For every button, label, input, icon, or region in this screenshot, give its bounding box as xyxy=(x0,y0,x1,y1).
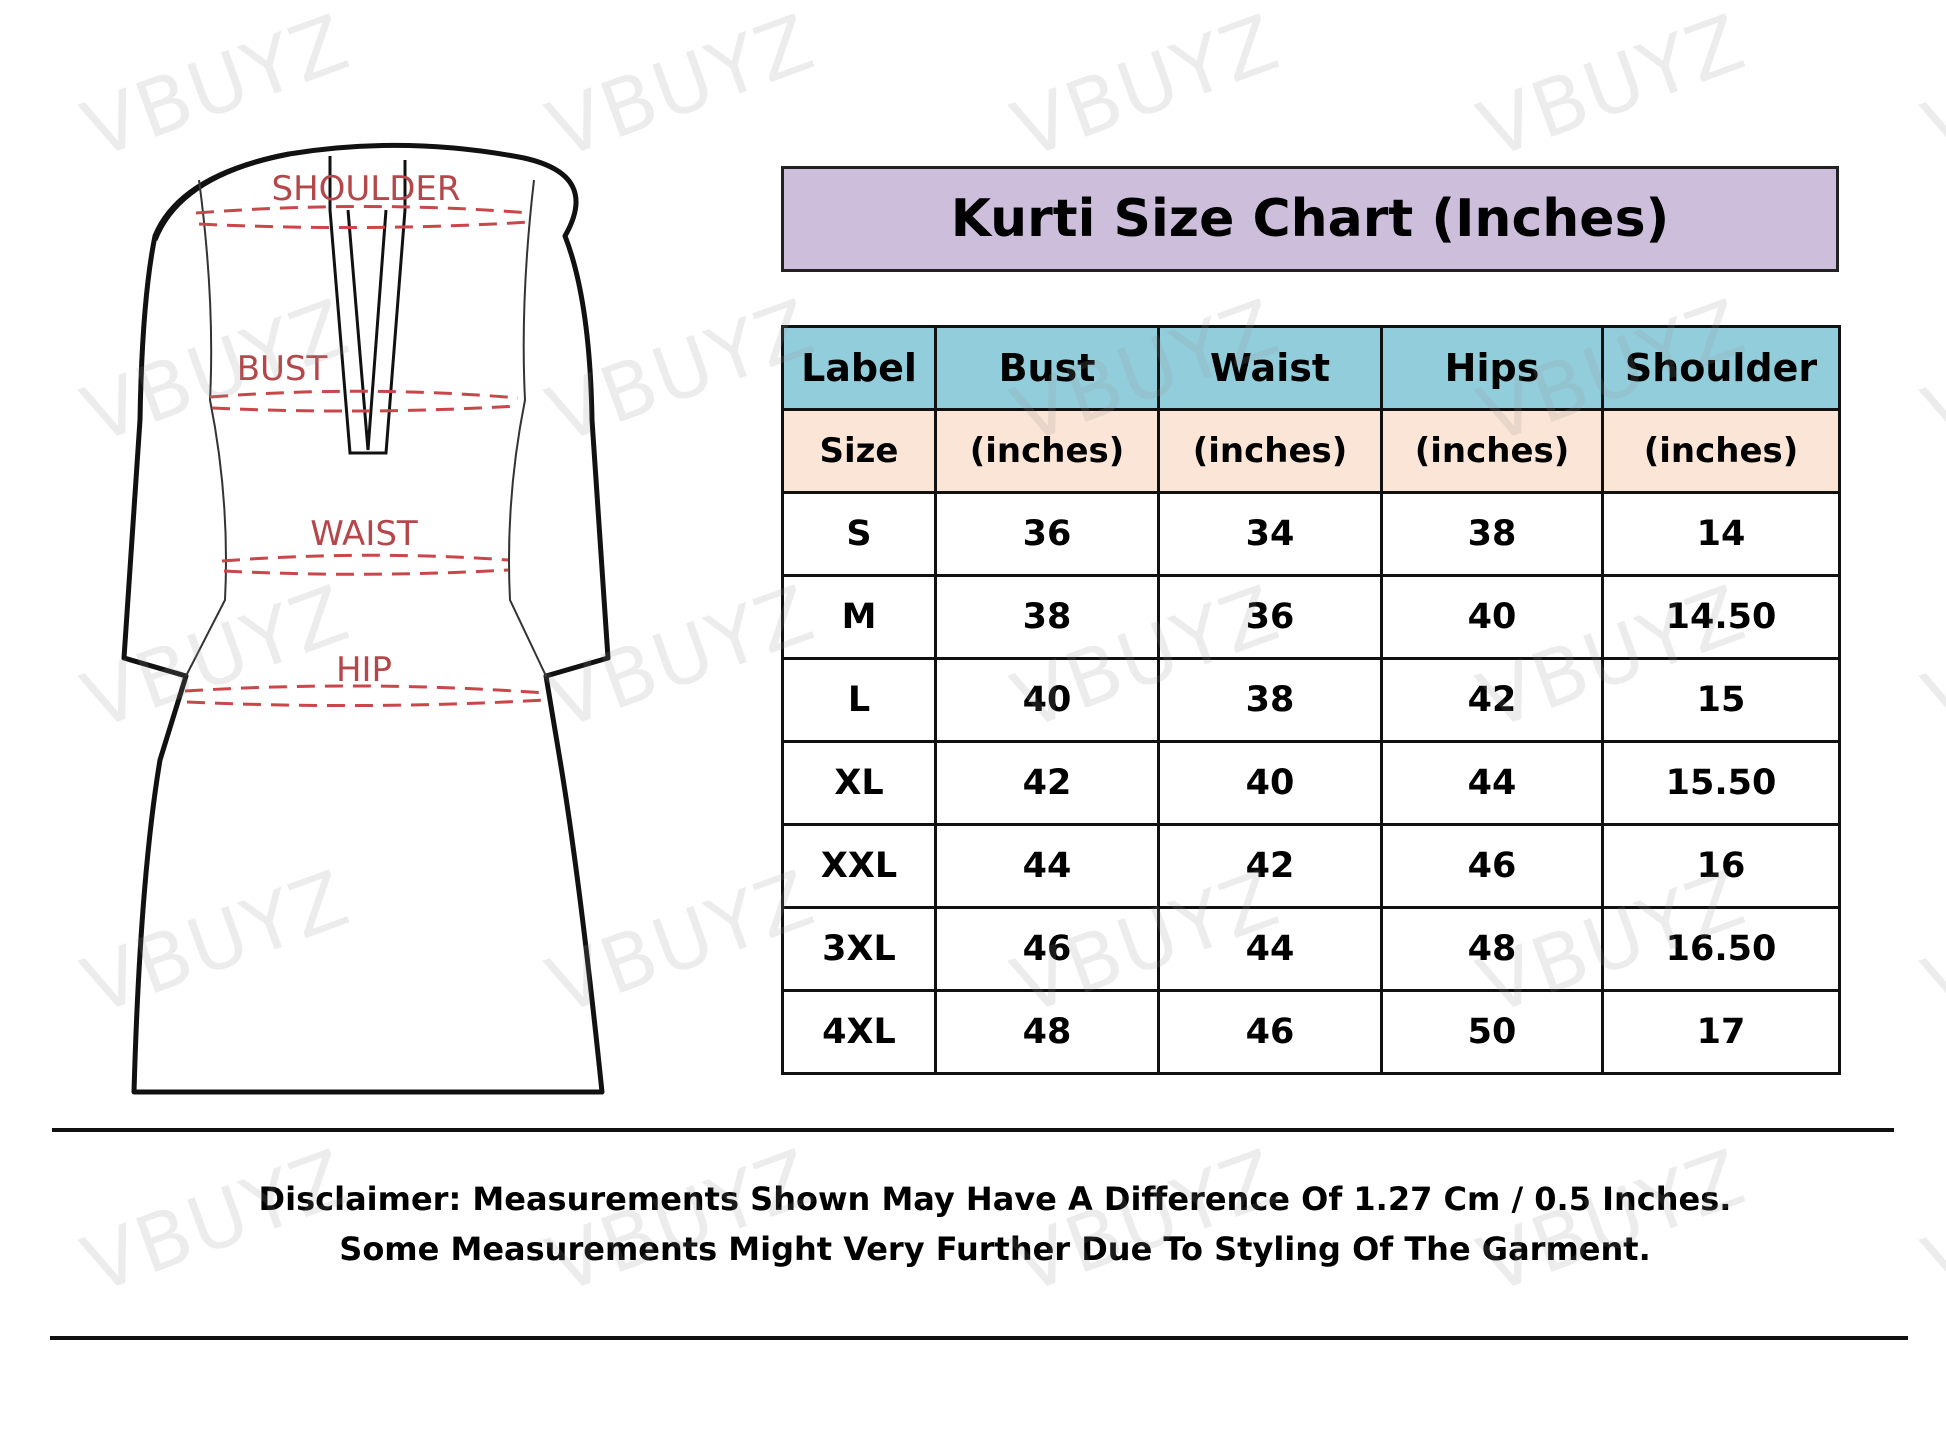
header-hips: Hips xyxy=(1380,325,1604,411)
measurement-cell: 46 xyxy=(1157,989,1383,1075)
measurement-cell: 14 xyxy=(1601,491,1841,577)
measurement-cell: 42 xyxy=(1380,657,1604,743)
table-row: XL 42 40 44 15.50 xyxy=(781,740,1841,826)
measurement-cell: 15 xyxy=(1601,657,1841,743)
table-row: S 36 34 38 14 xyxy=(781,491,1841,577)
header-label: Label xyxy=(781,325,937,411)
measurement-cell: 36 xyxy=(1157,574,1383,660)
subheader-unit: (inches) xyxy=(1157,408,1383,494)
measurement-cell: 16 xyxy=(1601,823,1841,909)
measurement-cell: 48 xyxy=(934,989,1160,1075)
size-cell: XXL xyxy=(781,823,937,909)
header-waist: Waist xyxy=(1157,325,1383,411)
table-row: L 40 38 42 15 xyxy=(781,657,1841,743)
size-cell: 4XL xyxy=(781,989,937,1075)
measurement-cell: 38 xyxy=(1380,491,1604,577)
measurement-cell: 34 xyxy=(1157,491,1383,577)
header-row: Label Bust Waist Hips Shoulder xyxy=(781,325,1841,411)
size-cell: L xyxy=(781,657,937,743)
measurement-cell: 15.50 xyxy=(1601,740,1841,826)
bust-label: BUST xyxy=(237,349,328,389)
waist-label: WAIST xyxy=(310,514,418,554)
measurement-cell: 17 xyxy=(1601,989,1841,1075)
measurement-cell: 50 xyxy=(1380,989,1604,1075)
placket xyxy=(328,156,407,455)
measurement-cell: 14.50 xyxy=(1601,574,1841,660)
disclaimer-line-2: Some Measurements Might Very Further Due… xyxy=(339,1230,1651,1268)
measurement-cell: 16.50 xyxy=(1601,906,1841,992)
header-shoulder: Shoulder xyxy=(1601,325,1841,411)
measurement-cell: 40 xyxy=(934,657,1160,743)
measurement-cell: 36 xyxy=(934,491,1160,577)
size-cell: S xyxy=(781,491,937,577)
divider-top xyxy=(52,1128,1894,1132)
subheader-unit: (inches) xyxy=(934,408,1160,494)
measure-lines xyxy=(184,205,546,708)
header-bust: Bust xyxy=(934,325,1160,411)
table-row: 4XL 48 46 50 17 xyxy=(781,989,1841,1075)
kurti-seams xyxy=(185,179,547,677)
table-row: M 38 36 40 14.50 xyxy=(781,574,1841,660)
size-table: Label Bust Waist Hips Shoulder Size (inc… xyxy=(781,325,1841,1075)
subheader-row: Size (inches) (inches) (inches) (inches) xyxy=(781,408,1841,494)
size-cell: M xyxy=(781,574,937,660)
measurement-cell: 46 xyxy=(934,906,1160,992)
measurement-cell: 46 xyxy=(1380,823,1604,909)
measurement-cell: 44 xyxy=(934,823,1160,909)
subheader-unit: (inches) xyxy=(1601,408,1841,494)
table-row: 3XL 46 44 48 16.50 xyxy=(781,906,1841,992)
measurement-cell: 42 xyxy=(934,740,1160,826)
chart-title: Kurti Size Chart (Inches) xyxy=(781,166,1839,272)
shoulder-label: SHOULDER xyxy=(271,169,460,209)
table-row: XXL 44 42 46 16 xyxy=(781,823,1841,909)
size-cell: 3XL xyxy=(781,906,937,992)
measurement-cell: 38 xyxy=(934,574,1160,660)
measurement-cell: 48 xyxy=(1380,906,1604,992)
kurti-outline xyxy=(121,142,611,1095)
size-cell: XL xyxy=(781,740,937,826)
measurement-cell: 42 xyxy=(1157,823,1383,909)
subheader-unit: (inches) xyxy=(1380,408,1604,494)
measurement-cell: 40 xyxy=(1157,740,1383,826)
measurement-cell: 44 xyxy=(1380,740,1604,826)
measurement-cell: 44 xyxy=(1157,906,1383,992)
measurement-cell: 38 xyxy=(1157,657,1383,743)
disclaimer-line-1: Disclaimer: Measurements Shown May Have … xyxy=(258,1180,1732,1218)
measurement-cell: 40 xyxy=(1380,574,1604,660)
hip-label: HIP xyxy=(336,650,392,690)
divider-bottom xyxy=(50,1336,1908,1340)
subheader-size: Size xyxy=(781,408,937,494)
